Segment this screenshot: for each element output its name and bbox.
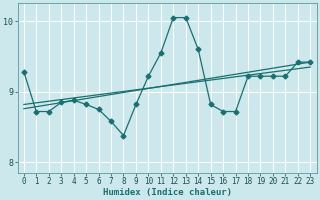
X-axis label: Humidex (Indice chaleur): Humidex (Indice chaleur)	[103, 188, 232, 197]
